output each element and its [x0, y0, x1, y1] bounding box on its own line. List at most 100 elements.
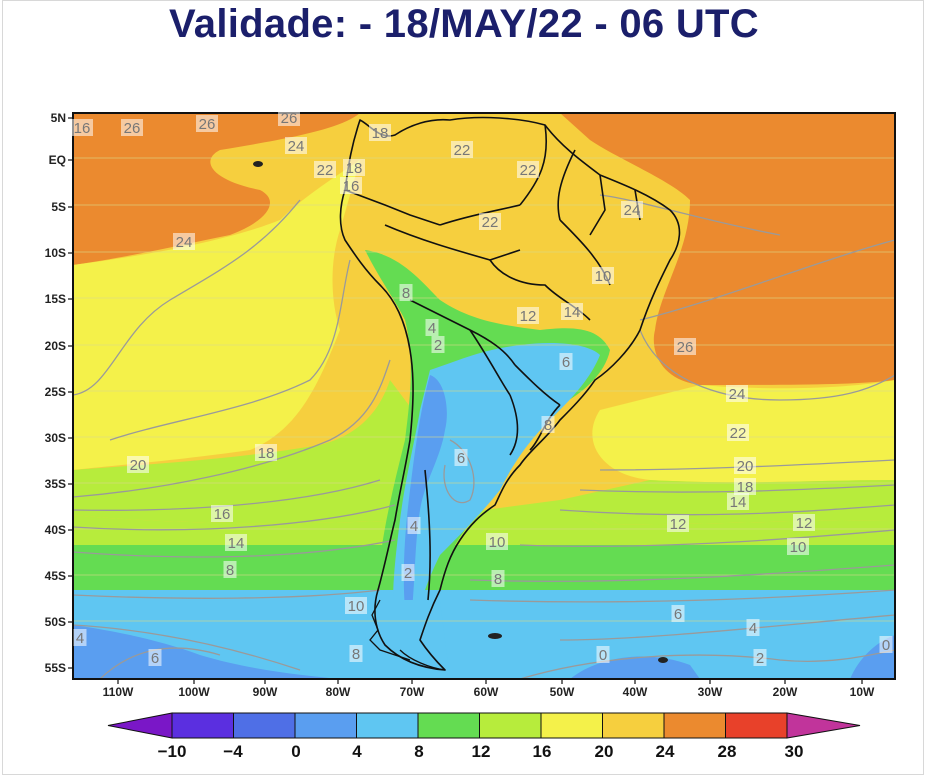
colorbar-swatch — [294, 712, 357, 739]
latitude-tick-label: 5S — [51, 200, 66, 214]
map-frame — [72, 112, 896, 680]
latitude-tick-label: 35S — [45, 477, 66, 491]
contour-label-text: 24 — [729, 386, 746, 403]
colorbar-swatch — [417, 712, 480, 739]
contour-label-text: 4 — [428, 320, 436, 337]
contour-label: 18 — [369, 124, 391, 142]
contour-label: 6 — [454, 449, 468, 467]
contour-label-text: 24 — [624, 202, 641, 219]
contour-label: 4 — [425, 319, 439, 337]
contour-label: 16 — [211, 505, 233, 523]
contour-label-text: 18 — [737, 479, 754, 496]
colorbar-label: 8 — [414, 742, 423, 761]
latitude-tick-label: 45S — [45, 569, 66, 583]
longitude-tick-label: 90W — [253, 685, 278, 699]
contour-label-text: 16 — [74, 120, 91, 137]
contour-label: 16 — [340, 177, 362, 195]
contour-label: 26 — [196, 115, 218, 133]
contour-label-text: 22 — [482, 214, 499, 231]
colorbar-swatch — [725, 712, 788, 739]
colorbar-label: −4 — [223, 742, 243, 761]
colorbar-label: 0 — [291, 742, 300, 761]
contour-label: 24 — [173, 233, 195, 251]
contour-label-text: 8 — [402, 285, 410, 302]
contour-label: 2 — [753, 649, 767, 667]
contour-label-text: 16 — [214, 506, 231, 523]
contour-label: 8 — [349, 645, 363, 663]
contour-label: 18 — [734, 478, 756, 496]
contour-label-text: 12 — [520, 308, 537, 325]
contour-label-text: 26 — [281, 110, 298, 127]
continent-borders — [339, 116, 681, 671]
contour-label-text: 12 — [670, 516, 687, 533]
contour-label: 22 — [314, 161, 336, 179]
colorbar-label: 30 — [785, 742, 804, 761]
contour-label-text: 24 — [176, 234, 193, 251]
contour-label-text: 14 — [564, 304, 581, 321]
contour-label-text: 22 — [730, 425, 747, 442]
contour-label: 8 — [223, 561, 237, 579]
contour-label: 4 — [73, 629, 87, 647]
colorbar-swatch — [356, 712, 419, 739]
contour-label-text: 10 — [595, 268, 612, 285]
colorbar-min-arrow — [107, 712, 173, 739]
contour-label: 4 — [746, 619, 760, 637]
contour-label: 16 — [71, 119, 93, 137]
contour-label-text: 26 — [199, 116, 216, 133]
contour-label-text: 14 — [228, 535, 245, 552]
longitude-tick-label: 10W — [850, 685, 875, 699]
contour-label-text: 10 — [489, 534, 506, 551]
contour-label: 22 — [727, 424, 749, 442]
longitude-axis: 110W 100W 90W 80W 70W 60W 50W 40W 30W 20W 10W — [103, 679, 875, 699]
longitude-tick-label: 40W — [623, 685, 648, 699]
contour-label-text: 8 — [226, 562, 234, 579]
contour-label: 10 — [345, 597, 367, 615]
colorbar-label: 4 — [352, 742, 362, 761]
contour-label-text: 4 — [749, 620, 757, 637]
colorbar-swatch — [602, 712, 665, 739]
contour-label-text: 14 — [730, 494, 747, 511]
contour-label-text: 12 — [796, 515, 813, 532]
contour-label: 26 — [121, 119, 143, 137]
colorbar-label: 20 — [595, 742, 614, 761]
colorbar-swatch — [540, 712, 603, 739]
contour-label-text: 22 — [317, 162, 334, 179]
colorbar-swatch — [663, 712, 726, 739]
colorbar-swatch — [479, 712, 542, 739]
colorbar-label: 12 — [472, 742, 491, 761]
longitude-tick-label: 60W — [474, 685, 499, 699]
latitude-tick-label: 50S — [45, 615, 66, 629]
contour-label: 26 — [674, 338, 696, 356]
latitude-tick-label: 25S — [45, 385, 66, 399]
contour-label-text: 8 — [352, 646, 360, 663]
colorbar-label: 16 — [533, 742, 552, 761]
contour-label: 0 — [879, 636, 893, 654]
longitude-tick-label: 20W — [773, 685, 798, 699]
contour-label: 26 — [278, 109, 300, 127]
contour-label: 6 — [671, 605, 685, 623]
contour-label-text: 8 — [494, 571, 502, 588]
contour-label-text: 6 — [674, 606, 682, 623]
contour-label-text: 26 — [677, 339, 694, 356]
contour-label: 24 — [726, 385, 748, 403]
latitude-axis: 5N EQ 5S 10S 15S 20S 25S 30S 35S 40S 45S 50S 55S — [45, 111, 73, 675]
contour-label: 8 — [541, 416, 555, 434]
latitude-tick-label: 55S — [45, 661, 66, 675]
contour-label-text: 4 — [410, 518, 418, 535]
latitude-tick-label: 5N — [51, 111, 66, 125]
latitude-tick-label: 40S — [45, 523, 66, 537]
isotherm-lines — [73, 194, 895, 679]
latitude-tick-label: 20S — [45, 339, 66, 353]
contour-label-text: 8 — [544, 417, 552, 434]
contour-label-text: 4 — [76, 630, 84, 647]
contour-label: 22 — [479, 213, 501, 231]
contour-label: 10 — [486, 533, 508, 551]
contour-label: 14 — [225, 534, 247, 552]
latitude-tick-label: 15S — [45, 292, 66, 306]
contour-label-text: 10 — [790, 539, 807, 556]
contour-label-text: 18 — [346, 160, 363, 177]
contour-label: 8 — [399, 284, 413, 302]
contour-label-text: 22 — [454, 142, 471, 159]
contour-label-text: 6 — [457, 450, 465, 467]
